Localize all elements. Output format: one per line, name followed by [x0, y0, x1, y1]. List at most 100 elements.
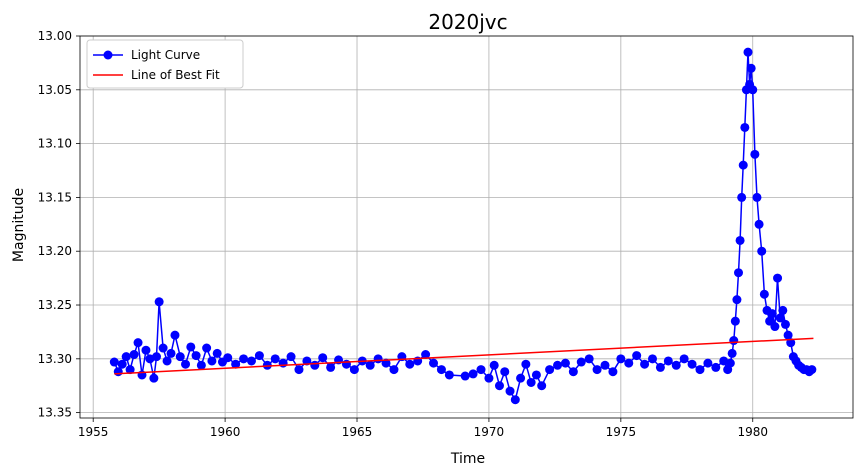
y-tick-label: 13.15: [38, 190, 72, 204]
light-curve-point: [560, 358, 570, 368]
light-curve-point: [537, 381, 547, 391]
light-curve-point: [162, 356, 172, 366]
light-curve-point: [738, 160, 748, 170]
light-curve-point: [476, 365, 486, 375]
light-curve-point: [484, 373, 494, 383]
light-curve-point: [294, 365, 304, 375]
y-tick-label: 13.35: [38, 406, 72, 420]
light-curve-point: [780, 319, 790, 329]
light-curve-point: [373, 354, 383, 364]
legend-light-curve-marker: [103, 50, 113, 60]
light-curve-point: [783, 330, 793, 340]
light-curve-point: [181, 359, 191, 369]
x-tick-label: 1960: [210, 425, 241, 439]
light-curve-point: [592, 365, 602, 375]
light-curve-point: [775, 313, 785, 323]
light-curve-point: [109, 357, 119, 367]
light-curve-point: [175, 352, 185, 362]
light-curve-point: [436, 365, 446, 375]
light-curve-point: [679, 354, 689, 364]
y-tick-label: 13.30: [38, 352, 72, 366]
light-curve-point: [531, 370, 541, 380]
light-curve-point: [510, 395, 520, 405]
light-curve-point: [270, 354, 280, 364]
light-curve-point: [553, 360, 563, 370]
light-curve-point: [663, 356, 673, 366]
light-curve-point: [158, 343, 168, 353]
light-curve-point: [278, 358, 288, 368]
light-curve-point: [778, 305, 788, 315]
light-curve-point: [576, 357, 586, 367]
light-curve-point: [516, 373, 526, 383]
light-curve-point: [737, 192, 747, 202]
light-curve-point: [687, 359, 697, 369]
y-tick-label: 13.05: [38, 83, 72, 97]
light-curve-point: [207, 356, 217, 366]
x-tick-label: 1975: [606, 425, 637, 439]
light-curve-point: [734, 268, 744, 278]
y-axis-ticks: 13.00 13.05 13.10 13.15 13.20 13.25 13.30 13.35: [38, 29, 80, 420]
light-curve-point: [545, 365, 555, 375]
y-axis-label: Magnitude: [11, 188, 27, 262]
x-axis-ticks: 1955 1960 1965 1970 1975 1980: [78, 418, 768, 439]
light-curve-point: [468, 369, 478, 379]
plot-frame: [79, 35, 854, 419]
x-tick-label: 1970: [474, 425, 505, 439]
light-curve-point: [405, 359, 415, 369]
light-curve-point: [725, 358, 735, 368]
light-curve-point: [141, 345, 151, 355]
light-curve-point: [326, 362, 336, 372]
light-curve-point: [671, 360, 681, 370]
light-curve-point: [262, 360, 272, 370]
x-axis-label: Time: [450, 451, 485, 467]
light-curve-point: [239, 354, 249, 364]
best-fit-line: [114, 337, 814, 375]
light-curve-point: [740, 122, 750, 132]
light-curve-point: [647, 354, 657, 364]
light-curve-point: [640, 359, 650, 369]
light-curve-point: [231, 359, 241, 369]
light-curve-point: [767, 309, 777, 319]
light-curve-point: [310, 360, 320, 370]
light-curve-point: [212, 348, 222, 358]
light-curve-point: [807, 365, 817, 375]
light-curve-point: [752, 192, 762, 202]
light-curve-point: [732, 295, 742, 305]
light-curve-point: [196, 360, 206, 370]
light-curve-point: [786, 338, 796, 348]
light-curve-point: [318, 353, 328, 363]
light-curve-point: [166, 348, 176, 358]
light-curve-point: [608, 367, 618, 377]
light-curve-point: [117, 359, 127, 369]
light-curve-point: [750, 149, 760, 159]
light-curve-point: [748, 85, 758, 95]
light-curve-point: [286, 352, 296, 362]
light-curve-point: [703, 358, 713, 368]
light-curve-point: [632, 351, 642, 361]
light-curve-point: [600, 360, 610, 370]
legend-best-fit-label: Line of Best Fit: [131, 68, 220, 82]
light-curve-point: [152, 352, 162, 362]
legend: Light Curve Line of Best Fit: [86, 39, 244, 89]
chart-title: 2020jvc: [428, 10, 507, 34]
light-curve-point: [526, 377, 536, 387]
light-curve-point: [246, 356, 256, 366]
light-curve-point: [770, 322, 780, 332]
light-curve-point: [754, 219, 764, 229]
light-curve-point: [125, 365, 135, 375]
light-curve-point: [365, 360, 375, 370]
y-tick-label: 13.10: [38, 137, 72, 151]
light-curve-point: [757, 246, 767, 256]
light-curve-point: [133, 338, 143, 348]
light-curve-point: [624, 358, 634, 368]
light-curve-point: [154, 297, 164, 307]
light-curve-point: [505, 386, 515, 396]
light-curve-point: [729, 336, 739, 346]
light-curve-point: [616, 354, 626, 364]
light-curve-point: [584, 354, 594, 364]
light-curve-point: [743, 47, 753, 57]
light-curve-point: [223, 353, 233, 363]
light-curve-point: [191, 351, 201, 361]
light-curve-point: [568, 367, 578, 377]
